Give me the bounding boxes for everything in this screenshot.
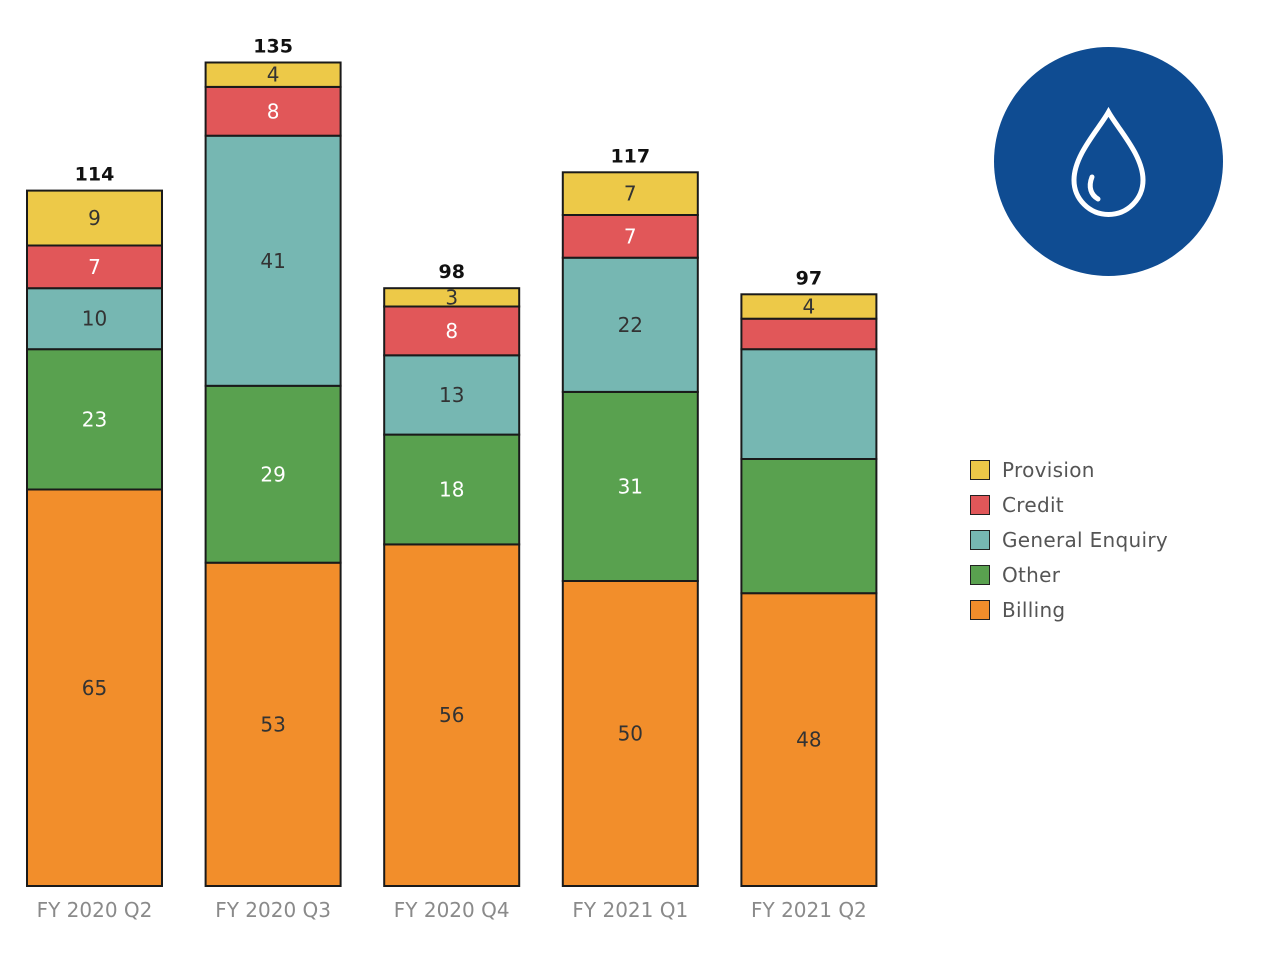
total-label-fy-2020-q3: 135	[253, 36, 293, 58]
bar-segment-other-fy-2020-q4	[383, 433, 521, 546]
bar-segment-general-enquiry-fy-2021-q2	[740, 348, 878, 461]
bar-segment-billing-fy-2020-q3	[204, 561, 342, 887]
bar-segment-other-fy-2021-q2	[740, 458, 878, 595]
legend-swatch-provision	[970, 459, 990, 480]
bar-segment-provision-fy-2020-q2	[26, 189, 163, 247]
data-label-provision-fy-2021-q2: 4	[803, 295, 816, 319]
x-tick-label-fy-2020-q4: FY 2020 Q4	[394, 898, 510, 922]
bar-segment-billing-fy-2020-q2	[26, 488, 163, 887]
legend-item-provision[interactable]: Provision	[970, 452, 1168, 487]
data-label-provision-fy-2021-q1: 7	[624, 182, 637, 206]
water-drop-logo	[994, 47, 1223, 276]
legend-label-other: Other	[1002, 562, 1061, 587]
logo-circle	[994, 47, 1223, 276]
data-label-general-enquiry-fy-2020-q4: 13	[439, 383, 464, 407]
data-label-other-fy-2021-q1: 31	[618, 474, 643, 498]
data-label-billing-fy-2021-q1: 50	[618, 722, 643, 746]
bar-segment-other-fy-2020-q3	[204, 384, 342, 564]
data-label-credit-fy-2020-q4: 8	[445, 319, 458, 343]
total-label-fy-2021-q1: 117	[610, 145, 650, 167]
total-label-fy-2020-q4: 98	[438, 261, 464, 283]
bar-segment-billing-fy-2021-q1	[561, 580, 699, 887]
legend-label-provision: Provision	[1002, 457, 1095, 482]
legend-item-credit[interactable]: Credit	[970, 487, 1168, 522]
bar-segment-general-enquiry-fy-2020-q3	[204, 134, 342, 387]
legend-item-billing[interactable]: Billing	[970, 592, 1168, 627]
bar-segment-other-fy-2021-q1	[561, 390, 699, 582]
data-label-other-fy-2020-q2: 23	[82, 407, 107, 431]
data-label-credit-fy-2020-q2: 7	[88, 255, 101, 279]
bar-segment-credit-fy-2021-q1	[561, 214, 699, 259]
data-label-provision-fy-2020-q3: 4	[267, 63, 280, 87]
bar-segment-credit-fy-2020-q3	[204, 85, 342, 137]
data-label-provision-fy-2020-q4: 3	[445, 285, 458, 309]
bar-segment-other-fy-2020-q2	[26, 348, 163, 491]
bar-segment-general-enquiry-fy-2020-q4	[383, 354, 521, 436]
data-label-billing-fy-2021-q2: 48	[796, 728, 821, 752]
data-label-billing-fy-2020-q3: 53	[260, 712, 285, 736]
data-label-billing-fy-2020-q2: 65	[82, 676, 107, 700]
bar-segment-credit-fy-2020-q2	[26, 244, 163, 290]
data-label-general-enquiry-fy-2021-q1: 22	[618, 313, 643, 337]
legend-label-billing: Billing	[1002, 597, 1066, 622]
bar-segment-billing-fy-2020-q4	[383, 543, 521, 888]
bar-segment-general-enquiry-fy-2021-q1	[561, 256, 699, 393]
bar-segment-provision-fy-2020-q3	[204, 61, 342, 88]
total-label-fy-2021-q2: 97	[796, 267, 822, 289]
total-label-fy-2020-q2: 114	[75, 164, 115, 186]
bar-segment-provision-fy-2021-q2	[740, 293, 878, 320]
x-tick-label-fy-2020-q3: FY 2020 Q3	[215, 898, 331, 922]
data-label-credit-fy-2020-q3: 8	[267, 99, 280, 123]
legend-item-general-enquiry[interactable]: General Enquiry	[970, 522, 1168, 557]
legend: Provision Credit General Enquiry Other B…	[970, 452, 1168, 627]
bar-segment-provision-fy-2021-q1	[561, 171, 699, 217]
x-tick-label-fy-2021-q2: FY 2021 Q2	[751, 898, 867, 922]
legend-swatch-general-enquiry	[970, 529, 990, 550]
legend-item-other[interactable]: Other	[970, 557, 1168, 592]
bar-segment-credit-fy-2021-q2	[740, 317, 878, 351]
bar-segment-provision-fy-2020-q4	[383, 287, 521, 308]
x-tick-label-fy-2021-q1: FY 2021 Q1	[572, 898, 688, 922]
data-label-provision-fy-2020-q2: 9	[88, 206, 101, 230]
data-label-other-fy-2020-q4: 18	[439, 478, 464, 502]
data-label-general-enquiry-fy-2020-q3: 41	[260, 249, 285, 273]
legend-swatch-other	[970, 564, 990, 585]
legend-swatch-billing	[970, 599, 990, 620]
water-drop-icon	[1071, 106, 1146, 217]
data-label-general-enquiry-fy-2020-q2: 10	[82, 307, 107, 331]
legend-label-general-enquiry: General Enquiry	[1002, 527, 1168, 552]
data-label-other-fy-2020-q3: 29	[260, 462, 285, 486]
legend-label-credit: Credit	[1002, 492, 1064, 517]
x-tick-label-fy-2020-q2: FY 2020 Q2	[37, 898, 153, 922]
data-label-credit-fy-2021-q1: 7	[624, 224, 637, 248]
legend-swatch-credit	[970, 494, 990, 515]
data-label-billing-fy-2020-q4: 56	[439, 703, 464, 727]
bar-segment-billing-fy-2021-q2	[740, 592, 878, 887]
